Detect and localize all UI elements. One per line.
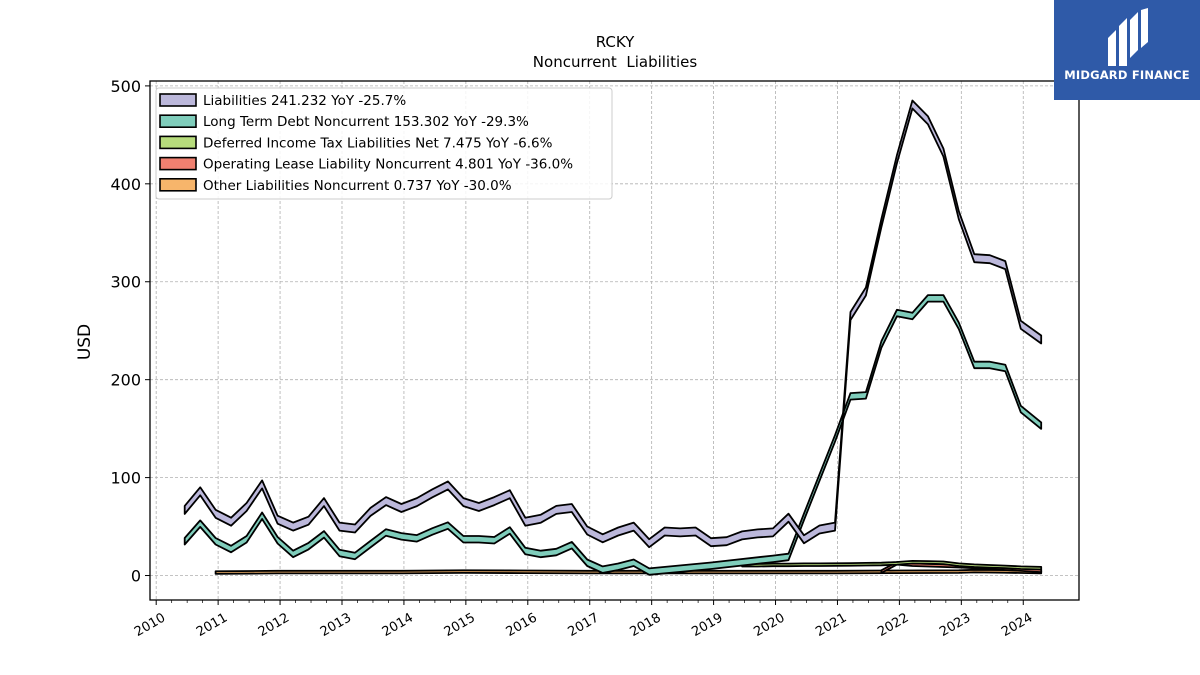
x-tick-label: 2013 <box>318 610 354 640</box>
brand-logo: MIDGARD FINANCE <box>1054 0 1200 100</box>
y-axis-label: USD <box>75 324 95 360</box>
legend: Liabilities 241.232 YoY -25.7% Long Term … <box>155 87 613 200</box>
x-tick-label: 2016 <box>504 610 540 640</box>
logo-mark-icon <box>1108 8 1148 66</box>
series-area-long-term-debt-noncurrent <box>183 294 1043 576</box>
x-tick-label: 2011 <box>194 610 230 640</box>
chart-title: RCKY <box>596 33 635 51</box>
legend-entry: Deferred Income Tax Liabilities Net 7.47… <box>203 135 553 151</box>
x-tick-label: 2015 <box>442 610 478 640</box>
legend-entry: Other Liabilities Noncurrent 0.737 YoY -… <box>203 178 512 194</box>
y-tick-label: 0 <box>131 567 141 586</box>
x-ticks: 2010 2011 2012 2013 2014 2015 2016 2017 2018 2019… <box>132 600 1035 640</box>
x-tick-label: 2012 <box>256 610 292 640</box>
y-tick-label: 300 <box>110 273 141 292</box>
y-tick-label: 500 <box>110 77 141 96</box>
x-tick-label: 2014 <box>380 610 416 640</box>
legend-swatch <box>159 114 197 128</box>
x-tick-label: 2022 <box>875 610 911 640</box>
series-area-deferred-income-tax-liabilities-net <box>741 560 1043 571</box>
series-area-liabilities <box>183 99 1043 549</box>
brand-name: MIDGARD FINANCE <box>1064 68 1190 82</box>
chart-subtitle: Noncurrent Liabilities <box>533 53 698 71</box>
y-tick-label: 100 <box>110 469 141 488</box>
legend-swatch <box>159 156 197 171</box>
x-tick-label: 2017 <box>566 610 602 640</box>
legend-entry: Liabilities 241.232 YoY -25.7% <box>203 93 406 109</box>
legend-swatch <box>159 178 197 192</box>
plot-frame <box>149 80 1080 601</box>
y-ticks: 0 100 200 300 400 500 <box>110 77 150 586</box>
legend-entry: Long Term Debt Noncurrent 153.302 YoY -2… <box>203 114 529 130</box>
x-tick-label: 2021 <box>813 610 849 640</box>
x-tick-label: 2010 <box>132 610 168 640</box>
x-tick-label: 2018 <box>627 610 663 640</box>
y-tick-label: 200 <box>110 371 141 390</box>
legend-swatch <box>159 135 197 150</box>
legend-box <box>155 87 613 200</box>
x-tick-label: 2024 <box>999 610 1035 640</box>
x-tick-label: 2023 <box>937 610 973 640</box>
legend-entry: Operating Lease Liability Noncurrent 4.8… <box>203 157 573 173</box>
y-tick-label: 400 <box>110 175 141 194</box>
x-tick-label: 2019 <box>689 610 725 640</box>
legend-swatch <box>159 93 197 107</box>
series-area-other-liabilities-noncurrent <box>214 568 1043 575</box>
series-areas <box>183 99 1043 576</box>
x-tick-label: 2020 <box>751 610 787 640</box>
